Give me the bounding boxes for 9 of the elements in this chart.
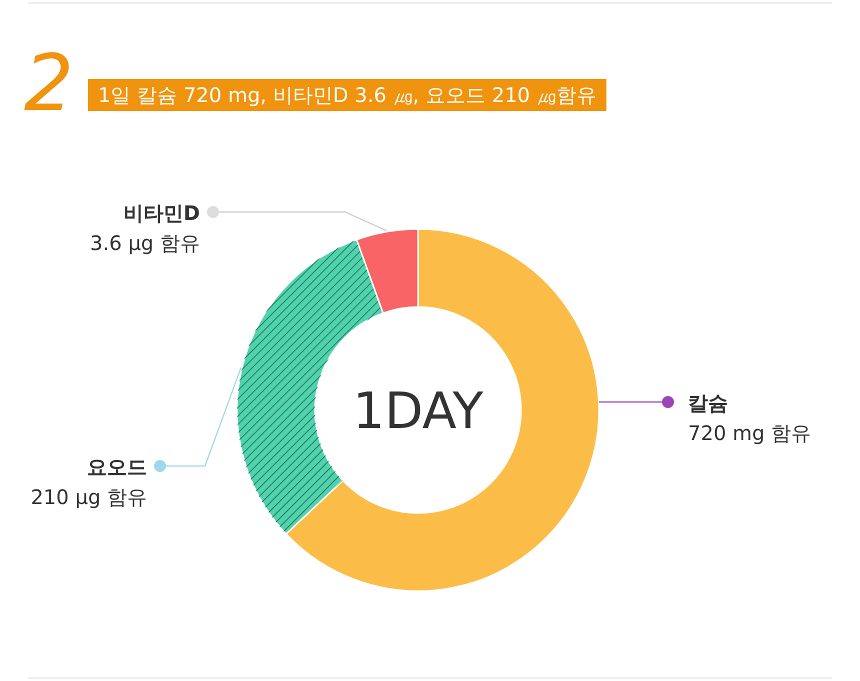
text: 720 mg 함유 xyxy=(688,421,812,445)
slice-label: 칼슘 xyxy=(688,391,728,415)
text: 3.6 µg 함유 xyxy=(90,231,200,255)
text: 210 µg 함유 xyxy=(30,485,147,509)
text: 1DAY xyxy=(352,382,484,440)
slice-label: 요오드 xyxy=(87,455,147,479)
text: 2 xyxy=(24,39,74,129)
chart-title: 1일 칼슘 720 mg, 비타민D 3.6 ㎍, 요오드 210 ㎍함유 xyxy=(98,83,596,107)
slice-label: 비타민D xyxy=(123,201,200,225)
